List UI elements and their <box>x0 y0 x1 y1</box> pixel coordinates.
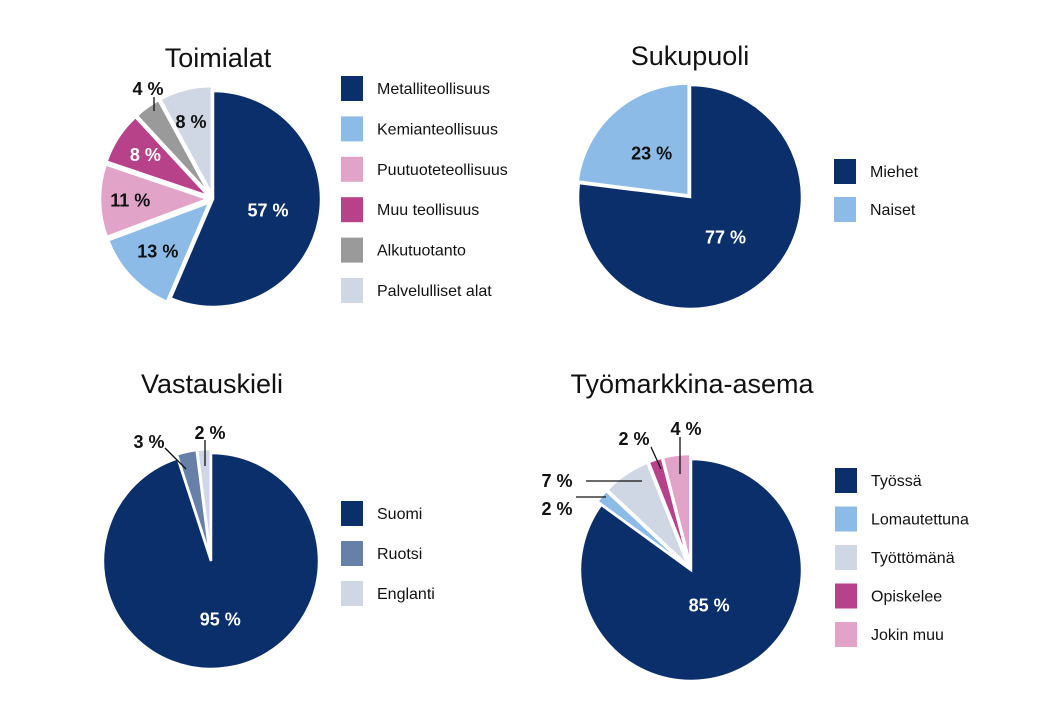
pie-slice-tyossa <box>578 457 804 683</box>
legend-swatch <box>835 545 857 570</box>
chart-tyomarkkina-asema: Työmarkkina-asema 85 % 2 % 7 % 2 % 4 % Työssä… <box>541 369 969 683</box>
chart-title: Vastauskieli <box>141 369 283 399</box>
chart-toimialat: Toimialat 57 % 13 % 11 % 8 % 4 % 8 % Metallite… <box>98 43 508 309</box>
legend-swatch <box>341 581 363 606</box>
legend-swatch <box>834 159 856 184</box>
legend-swatch <box>835 468 857 493</box>
data-label-tyottomana: 7 % <box>541 471 572 491</box>
data-label-jokin-muu: 4 % <box>670 419 701 439</box>
legend-item-alkutuotanto: Alkutuotanto <box>341 237 466 263</box>
legend-swatch <box>341 76 363 101</box>
legend-item-englanti: Englanti <box>341 581 435 606</box>
legend-item-jokin-muu: Jokin muu <box>835 622 944 647</box>
label-leader-line <box>650 446 662 470</box>
legend-item-metalliteollisuus: Metalliteollisuus <box>341 76 490 101</box>
legend-swatch <box>341 501 363 526</box>
legend-swatch <box>834 197 856 222</box>
legend-item-puutuoteteollisuus: Puutuoteteollisuus <box>341 156 508 182</box>
chart-title: Työmarkkina-asema <box>570 369 814 399</box>
pie-slice-muu-teollisuus <box>104 115 210 198</box>
data-label-englanti: 2 % <box>194 423 225 443</box>
legend-swatch <box>835 506 857 532</box>
pie-slice-jokin-muu <box>661 452 692 566</box>
data-label-miehet: 77 % <box>705 227 746 247</box>
data-label-tyossa: 85 % <box>689 596 730 616</box>
legend-item-palvelulliset-alat: Palvelulliset alat <box>341 278 492 303</box>
legend-item-muu-teollisuus: Muu teollisuus <box>341 197 479 223</box>
legend-item-kemianteollisuus: Kemianteollisuus <box>341 116 498 142</box>
data-label-naiset: 23 % <box>631 143 672 163</box>
legend-swatch <box>341 116 363 142</box>
data-label-metalliteollisuus: 57 % <box>248 200 289 220</box>
legend-label: Jokin muu <box>871 627 944 644</box>
pie-slice-suomi <box>101 451 321 671</box>
pie-slice-metalliteollisuus <box>168 89 323 309</box>
legend-label: Suomi <box>377 506 422 523</box>
legend-label: Puutuoteteollisuus <box>377 162 508 179</box>
chart-sukupuoli: Sukupuoli 77 % 23 % Miehet Naiset <box>576 41 919 311</box>
legend-item-naiset: Naiset <box>834 197 916 222</box>
legend-label: Alkutuotanto <box>377 243 466 260</box>
legend-label: Lomautettuna <box>871 512 969 529</box>
data-label-opiskelee: 2 % <box>618 429 649 449</box>
data-label-lomautettuna: 2 % <box>541 499 572 519</box>
pie-slice-kemianteollisuus <box>106 200 212 304</box>
data-label-puutuoteteollisuus: 11 % <box>110 190 150 210</box>
data-label-suomi: 95 % <box>200 610 241 630</box>
legend-item-opiskelee: Opiskelee <box>835 583 942 609</box>
legend-label: Naiset <box>870 202 916 219</box>
pie-slice-palvelulliset-alat <box>158 84 214 195</box>
legend-swatch <box>341 197 363 223</box>
legend-label: Ruotsi <box>377 546 422 563</box>
pie-slice-naiset <box>576 82 690 197</box>
legend-swatch <box>341 278 363 303</box>
pie-slice-englanti <box>195 447 212 558</box>
legend-label: Palvelulliset alat <box>377 283 492 300</box>
legend-item-miehet: Miehet <box>834 159 919 184</box>
legend-item-tyossa: Työssä <box>835 468 922 493</box>
label-leader-line <box>164 447 187 470</box>
pie-slice-puutuoteteollisuus <box>98 162 212 239</box>
legend-item-lomautettuna: Lomautettuna <box>835 506 969 532</box>
legend-swatch <box>835 622 857 647</box>
legend-swatch <box>341 237 363 263</box>
legend-label: Metalliteollisuus <box>377 81 490 98</box>
legend-item-suomi: Suomi <box>341 501 422 526</box>
pie-slice-tyottomana <box>605 461 690 567</box>
chart-title: Sukupuoli <box>631 41 750 71</box>
chart-title: Toimialat <box>165 43 272 73</box>
data-label-alkutuotanto: 4 % <box>132 79 163 99</box>
legend-label: Englanti <box>377 586 435 603</box>
legend-swatch <box>835 583 857 609</box>
legend-item-tyottomana: Työttömänä <box>835 545 955 570</box>
legend-label: Kemianteollisuus <box>377 121 498 138</box>
legend-label: Työttömänä <box>871 550 955 567</box>
data-label-palvelulliset-alat: 8 % <box>175 112 206 132</box>
legend-label: Työssä <box>871 473 922 490</box>
pie-slice-miehet <box>576 83 804 311</box>
data-label-muu-teollisuus: 8 % <box>130 145 161 165</box>
legend-label: Muu teollisuus <box>377 202 479 219</box>
legend-swatch <box>341 156 363 182</box>
chart-vastauskieli: Vastauskieli 95 % 3 % 2 % Suomi Ruotsi Englan… <box>101 369 435 671</box>
legend-label: Miehet <box>870 164 919 181</box>
data-label-ruotsi: 3 % <box>133 432 164 452</box>
legend-swatch <box>341 541 363 566</box>
legend-item-ruotsi: Ruotsi <box>341 541 422 566</box>
pie-slice-alkutuotanto <box>134 98 212 196</box>
pie-slice-lomautettuna <box>595 489 689 568</box>
legend-label: Opiskelee <box>871 589 942 606</box>
data-label-kemianteollisuus: 13 % <box>137 242 178 262</box>
